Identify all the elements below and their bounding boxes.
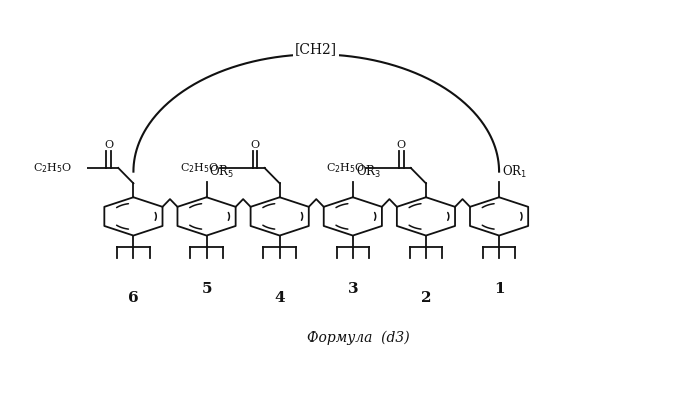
Text: OR$_3$: OR$_3$ — [356, 164, 381, 180]
Text: C$_2$H$_5$O: C$_2$H$_5$O — [326, 161, 366, 175]
Text: 2: 2 — [421, 291, 431, 305]
Text: 6: 6 — [128, 291, 138, 305]
Text: C$_2$H$_5$O: C$_2$H$_5$O — [34, 161, 73, 175]
Text: [CH2]: [CH2] — [295, 42, 338, 56]
Text: 1: 1 — [493, 282, 505, 296]
Text: Формула  (d3): Формула (d3) — [307, 330, 410, 344]
Text: O: O — [250, 140, 259, 150]
Text: O: O — [104, 140, 113, 150]
Text: O: O — [396, 140, 405, 150]
Text: 5: 5 — [201, 282, 212, 296]
Text: C$_2$H$_5$O: C$_2$H$_5$O — [180, 161, 219, 175]
Text: 3: 3 — [347, 282, 358, 296]
Text: OR$_5$: OR$_5$ — [209, 164, 234, 180]
Text: 4: 4 — [275, 291, 285, 305]
Text: OR$_1$: OR$_1$ — [502, 164, 527, 180]
